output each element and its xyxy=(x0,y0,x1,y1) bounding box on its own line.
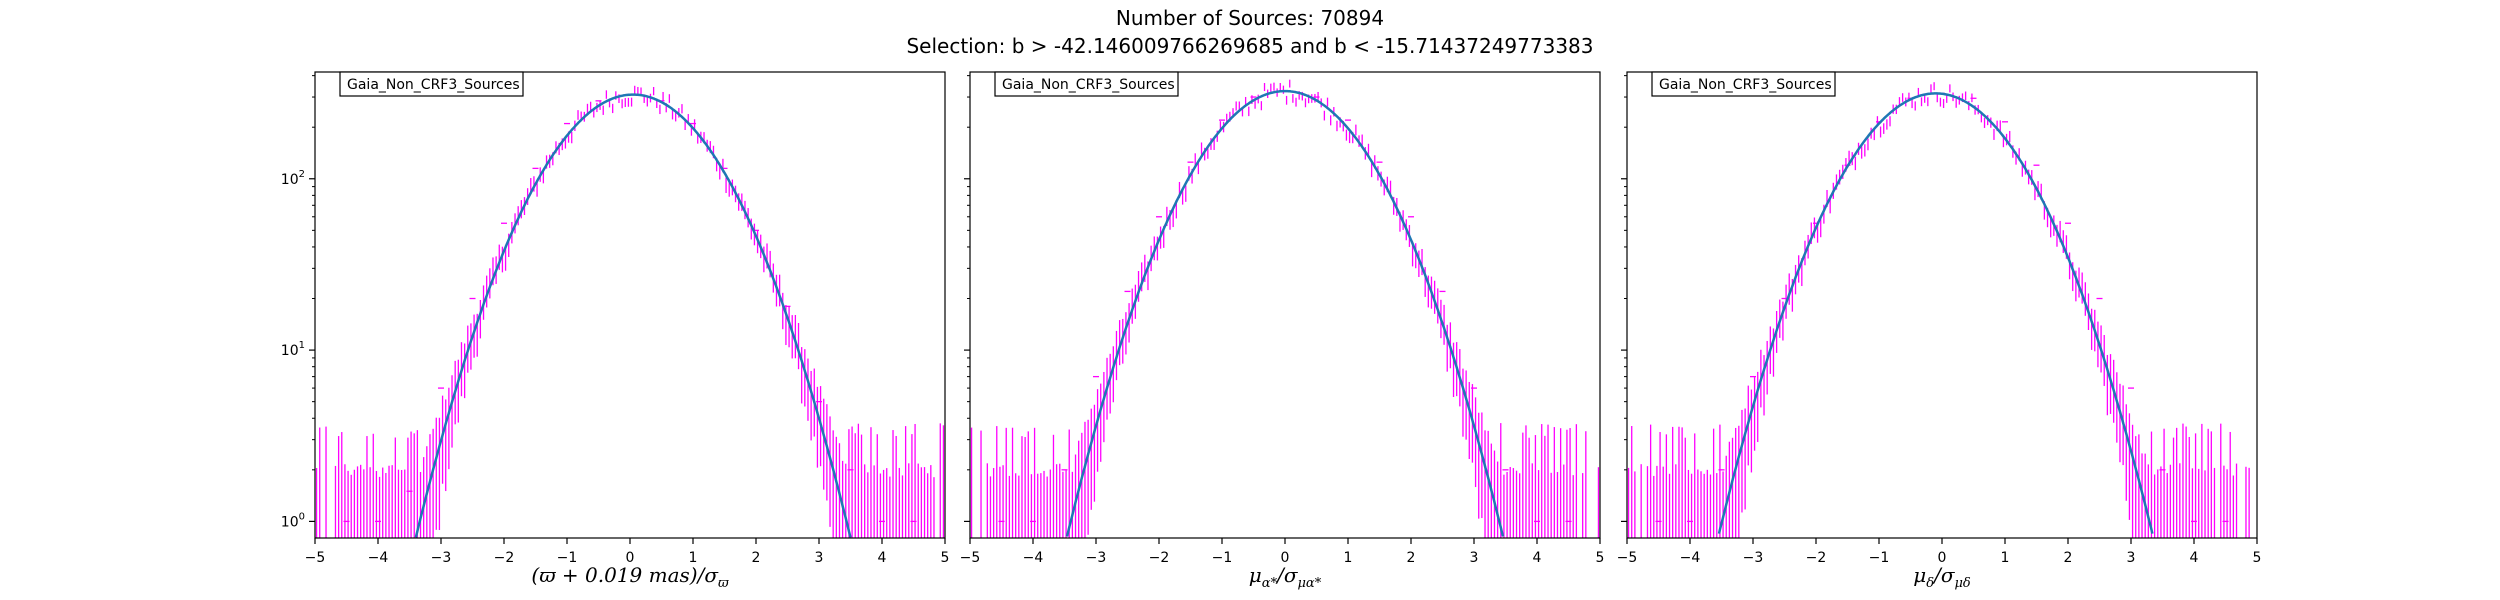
x-tick-label: 0 xyxy=(626,550,635,566)
x-tick-label: 1 xyxy=(2001,550,2010,566)
x-tick-label: −5 xyxy=(305,550,326,566)
x-tick-label: 3 xyxy=(815,550,824,566)
x-tick-label: −3 xyxy=(1086,550,1107,566)
legend-box xyxy=(994,71,1179,97)
legend-label: Gaia_Non_CRF3_Sources xyxy=(1659,77,1832,93)
x-tick-label: 2 xyxy=(1407,550,1416,566)
x-tick-label: −5 xyxy=(1617,550,1638,566)
gaussian-fit-line xyxy=(1717,92,2154,534)
legend-label: Gaia_Non_CRF3_Sources xyxy=(347,77,520,93)
x-tick-label: −1 xyxy=(1212,550,1233,566)
x-tick-label: −1 xyxy=(1869,550,1890,566)
panel-2: −5 −4 −3 −2 −1 0 1 2 3 4 5 Gaia_Non_CRF3_Sources μα*… xyxy=(960,71,1605,591)
legend-box xyxy=(1651,71,1836,97)
y-tick-exponent: 2 xyxy=(299,169,305,180)
x-axis-label: (ϖ + 0.019 mas)/σϖ xyxy=(531,563,729,591)
legend: Gaia_Non_CRF3_Sources xyxy=(994,71,1179,97)
figure-title-line2: Selection: b > -42.146009766269685 and b… xyxy=(906,34,1593,58)
x-tick-label: −4 xyxy=(368,550,389,566)
x-tick-label: 3 xyxy=(1470,550,1479,566)
x-tick-label: 5 xyxy=(2253,550,2262,566)
legend-label: Gaia_Non_CRF3_Sources xyxy=(1002,77,1175,93)
x-axis-label: μδ/σμδ xyxy=(1913,563,1971,591)
x-tick-label: −1 xyxy=(557,550,578,566)
gaussian-fit-line xyxy=(1065,89,1505,537)
legend-box xyxy=(339,71,524,97)
x-tick-label: 2 xyxy=(2064,550,2073,566)
x-tick-label: 2 xyxy=(752,550,761,566)
x-tick-label: 3 xyxy=(2127,550,2136,566)
histogram-errorbars xyxy=(315,85,945,538)
y-tick-exponent: 0 xyxy=(299,511,305,522)
x-axis-label: μα*/σμα* xyxy=(1249,563,1322,591)
legend: Gaia_Non_CRF3_Sources xyxy=(339,71,524,97)
panel-3: −5 −4 −3 −2 −1 0 1 2 3 4 5 Gaia_Non_CRF3_Sources μδ/… xyxy=(1617,71,2262,591)
x-tick-label: −2 xyxy=(1806,550,1827,566)
x-tick-label: 0 xyxy=(1281,550,1290,566)
figure-title-line1: Number of Sources: 70894 xyxy=(1116,6,1384,30)
x-tick-label: −4 xyxy=(1023,550,1044,566)
x-tick-label: −3 xyxy=(1743,550,1764,566)
x-tick-label: −4 xyxy=(1680,550,1701,566)
x-tick-label: −5 xyxy=(960,550,981,566)
gaussian-fit-line xyxy=(414,93,852,538)
x-tick-label: 4 xyxy=(2190,550,2199,566)
x-tick-label: 0 xyxy=(1938,550,1947,566)
x-tick-label: 4 xyxy=(878,550,887,566)
x-tick-label: −2 xyxy=(494,550,515,566)
panel-1: −5 −4 −3 −2 −1 0 1 2 3 4 5100101102Gaia_Non_CRF3_S… xyxy=(281,71,950,591)
x-tick-label: −2 xyxy=(1149,550,1170,566)
x-tick-label: 1 xyxy=(1344,550,1353,566)
histogram-errorbars xyxy=(1627,82,2250,538)
x-tick-label: 5 xyxy=(1596,550,1605,566)
x-tick-label: 4 xyxy=(1533,550,1542,566)
x-tick-label: −3 xyxy=(431,550,452,566)
x-tick-label: 5 xyxy=(941,550,950,566)
y-tick-exponent: 1 xyxy=(299,340,305,351)
legend: Gaia_Non_CRF3_Sources xyxy=(1651,71,1836,97)
panels: −5 −4 −3 −2 −1 0 1 2 3 4 5100101102Gaia_Non_CRF3_S… xyxy=(281,71,2262,591)
x-tick-label: 1 xyxy=(689,550,698,566)
